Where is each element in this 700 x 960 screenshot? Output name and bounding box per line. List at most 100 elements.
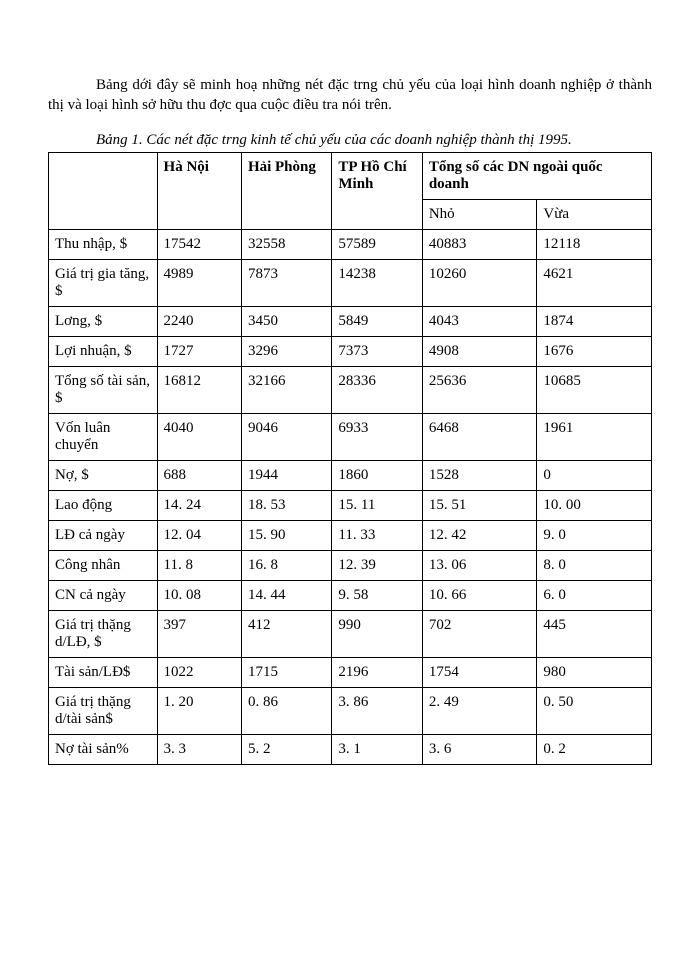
table-row: Giá trị thặng d/tài sản$1. 200. 863. 862…: [49, 687, 652, 734]
table-row: Nợ, $6881944186015280: [49, 460, 652, 490]
intro-paragraph: Bảng dới đây sẽ minh hoạ những nét đặc t…: [48, 75, 652, 116]
row-cell: 1860: [332, 460, 422, 490]
row-cell: 6933: [332, 413, 422, 460]
row-cell: 445: [537, 610, 652, 657]
row-cell: 990: [332, 610, 422, 657]
table-row: LĐ cả ngày12. 0415. 9011. 3312. 429. 0: [49, 520, 652, 550]
row-cell: 18. 53: [241, 490, 331, 520]
row-cell: 702: [422, 610, 537, 657]
row-label: Công nhân: [49, 550, 158, 580]
intro-text: Bảng dới đây sẽ minh hoạ những nét đặc t…: [48, 77, 652, 113]
table-head: Hà Nội Hải Phòng TP Hồ Chí Minh Tổng số …: [49, 152, 652, 229]
row-cell: 14. 44: [241, 580, 331, 610]
header-blank: [49, 152, 158, 229]
row-cell: 11. 33: [332, 520, 422, 550]
row-cell: 3. 86: [332, 687, 422, 734]
row-cell: 9. 58: [332, 580, 422, 610]
row-cell: 4908: [422, 336, 537, 366]
row-cell: 9. 0: [537, 520, 652, 550]
row-cell: 1874: [537, 306, 652, 336]
header-vua: Vừa: [537, 199, 652, 229]
row-label: Lao động: [49, 490, 158, 520]
row-cell: 4989: [157, 259, 241, 306]
header-hanoi: Hà Nội: [157, 152, 241, 229]
row-cell: 57589: [332, 229, 422, 259]
data-table: Hà Nội Hải Phòng TP Hồ Chí Minh Tổng số …: [48, 152, 652, 765]
table-row: Tổng số tài sản, $1681232166283362563610…: [49, 366, 652, 413]
header-haiphong: Hải Phòng: [241, 152, 331, 229]
row-cell: 1. 20: [157, 687, 241, 734]
table-row: Tài sản/LĐ$1022171521961754980: [49, 657, 652, 687]
row-cell: 15. 11: [332, 490, 422, 520]
table-row: Lợi nhuận, $17273296737349081676: [49, 336, 652, 366]
table-row: Vốn luân chuyển40409046693364681961: [49, 413, 652, 460]
row-cell: 0. 86: [241, 687, 331, 734]
row-cell: 0. 50: [537, 687, 652, 734]
row-cell: 15. 51: [422, 490, 537, 520]
row-cell: 3296: [241, 336, 331, 366]
row-cell: 1676: [537, 336, 652, 366]
table-row: Giá trị gia tăng, $498978731423810260462…: [49, 259, 652, 306]
row-cell: 5849: [332, 306, 422, 336]
row-cell: 10. 08: [157, 580, 241, 610]
row-cell: 9046: [241, 413, 331, 460]
row-cell: 0. 2: [537, 734, 652, 764]
row-cell: 2. 49: [422, 687, 537, 734]
row-label: Nợ, $: [49, 460, 158, 490]
table-row: Giá trị thặng d/LĐ, $397412990702445: [49, 610, 652, 657]
row-cell: 10. 00: [537, 490, 652, 520]
row-cell: 32166: [241, 366, 331, 413]
row-cell: 12. 39: [332, 550, 422, 580]
row-cell: 1715: [241, 657, 331, 687]
row-cell: 3. 3: [157, 734, 241, 764]
row-cell: 0: [537, 460, 652, 490]
row-cell: 25636: [422, 366, 537, 413]
row-cell: 3. 1: [332, 734, 422, 764]
row-label: Tổng số tài sản, $: [49, 366, 158, 413]
row-cell: 1727: [157, 336, 241, 366]
table-caption: Bảng 1. Các nét đặc trng kinh tế chủ yếu…: [48, 130, 652, 150]
header-total: Tổng số các DN ngoài quốc doanh: [422, 152, 651, 199]
row-cell: 5. 2: [241, 734, 331, 764]
row-cell: 1944: [241, 460, 331, 490]
row-cell: 4040: [157, 413, 241, 460]
row-cell: 8. 0: [537, 550, 652, 580]
row-cell: 412: [241, 610, 331, 657]
table-row: Công nhân11. 816. 812. 3913. 068. 0: [49, 550, 652, 580]
table-row: Lơng, $22403450584940431874: [49, 306, 652, 336]
row-label: Giá trị gia tăng, $: [49, 259, 158, 306]
header-hcm: TP Hồ Chí Minh: [332, 152, 422, 229]
row-cell: 6468: [422, 413, 537, 460]
row-cell: 397: [157, 610, 241, 657]
row-cell: 4043: [422, 306, 537, 336]
row-cell: 13. 06: [422, 550, 537, 580]
table-row: Thu nhập, $1754232558575894088312118: [49, 229, 652, 259]
row-cell: 10. 66: [422, 580, 537, 610]
row-cell: 2196: [332, 657, 422, 687]
row-cell: 1528: [422, 460, 537, 490]
row-label: Vốn luân chuyển: [49, 413, 158, 460]
row-cell: 17542: [157, 229, 241, 259]
row-label: Lợi nhuận, $: [49, 336, 158, 366]
row-label: Thu nhập, $: [49, 229, 158, 259]
row-cell: 12. 42: [422, 520, 537, 550]
row-cell: 14238: [332, 259, 422, 306]
row-cell: 11. 8: [157, 550, 241, 580]
row-cell: 1022: [157, 657, 241, 687]
row-cell: 1961: [537, 413, 652, 460]
row-cell: 688: [157, 460, 241, 490]
row-label: LĐ cả ngày: [49, 520, 158, 550]
row-cell: 4621: [537, 259, 652, 306]
row-cell: 980: [537, 657, 652, 687]
row-cell: 16. 8: [241, 550, 331, 580]
row-cell: 40883: [422, 229, 537, 259]
row-cell: 1754: [422, 657, 537, 687]
row-label: Tài sản/LĐ$: [49, 657, 158, 687]
row-cell: 15. 90: [241, 520, 331, 550]
row-cell: 2240: [157, 306, 241, 336]
row-cell: 7873: [241, 259, 331, 306]
row-cell: 10260: [422, 259, 537, 306]
row-cell: 32558: [241, 229, 331, 259]
table-row: Lao động14. 2418. 5315. 1115. 5110. 00: [49, 490, 652, 520]
row-cell: 7373: [332, 336, 422, 366]
